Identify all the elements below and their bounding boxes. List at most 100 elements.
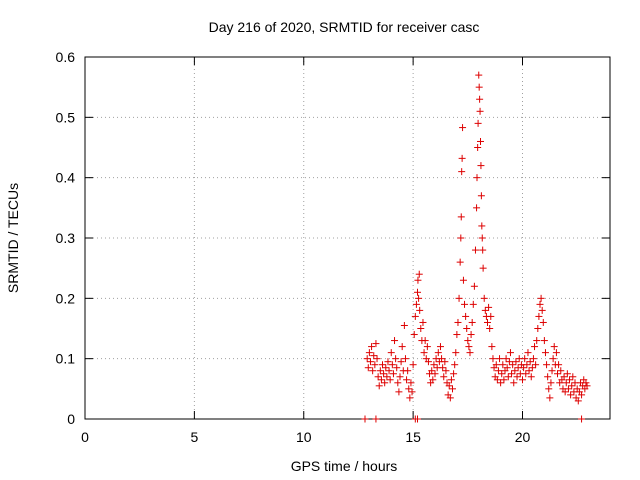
data-point — [552, 349, 560, 357]
data-point — [480, 294, 488, 302]
data-point — [440, 373, 448, 381]
data-point — [439, 364, 447, 372]
data-point — [395, 388, 403, 396]
data-point — [449, 385, 456, 393]
data-point — [409, 361, 417, 369]
data-point — [560, 373, 568, 381]
data-point — [415, 294, 423, 302]
data-point — [365, 349, 373, 357]
data-point — [438, 355, 446, 363]
data-point — [459, 124, 467, 132]
data-point — [428, 367, 436, 375]
data-point — [520, 364, 528, 372]
data-point — [453, 331, 461, 339]
y-tick-label: 0.4 — [56, 170, 76, 186]
data-point — [361, 415, 369, 423]
data-point — [446, 394, 454, 402]
data-point — [554, 370, 561, 378]
data-point — [373, 355, 381, 363]
data-point — [529, 355, 537, 363]
data-point — [421, 337, 429, 345]
data-point — [484, 318, 491, 326]
data-point — [458, 168, 466, 176]
data-point — [416, 306, 424, 314]
data-point — [461, 300, 469, 308]
data-point — [477, 192, 485, 200]
data-points — [361, 71, 591, 423]
data-point — [489, 355, 497, 363]
data-point — [541, 349, 549, 357]
data-point — [499, 361, 507, 369]
data-point — [374, 373, 382, 381]
data-point — [454, 318, 462, 326]
y-axis-title: SRMTID / TECUs — [5, 183, 21, 293]
x-tick-label: 0 — [81, 429, 89, 445]
data-point — [467, 331, 475, 339]
x-axis-title: GPS time / hours — [291, 458, 398, 474]
y-tick-label: 0.2 — [56, 290, 76, 306]
data-point — [397, 358, 405, 366]
data-point — [419, 318, 427, 326]
data-point — [392, 355, 400, 363]
data-point — [511, 367, 519, 375]
data-point — [524, 349, 532, 357]
data-point — [372, 415, 380, 423]
data-point — [497, 379, 505, 387]
data-point — [545, 385, 553, 393]
data-point — [414, 415, 421, 423]
data-point — [417, 325, 425, 332]
data-point — [478, 234, 486, 242]
data-point — [412, 300, 420, 308]
data-point — [578, 391, 586, 399]
data-point — [567, 391, 575, 399]
data-point — [547, 379, 555, 387]
data-point — [471, 246, 479, 254]
data-point — [544, 373, 552, 381]
data-point — [407, 379, 415, 387]
data-point — [539, 318, 547, 326]
data-point — [384, 358, 392, 366]
data-point — [465, 343, 473, 351]
data-point — [538, 306, 546, 314]
data-point — [403, 376, 411, 384]
data-point — [487, 312, 495, 320]
data-point — [563, 370, 571, 378]
data-point — [458, 154, 466, 162]
data-point — [456, 258, 464, 266]
data-point — [431, 370, 439, 378]
data-point — [509, 361, 517, 369]
data-point — [549, 355, 557, 363]
data-point — [561, 388, 569, 396]
data-point — [543, 361, 551, 369]
data-point — [398, 343, 406, 351]
data-point — [414, 276, 422, 284]
data-point — [462, 312, 470, 320]
data-point — [383, 373, 391, 381]
data-point — [410, 331, 418, 339]
data-point — [388, 361, 396, 369]
data-point — [396, 373, 404, 381]
y-tick-label: 0.5 — [56, 109, 76, 125]
x-tick-label: 15 — [405, 429, 421, 445]
data-point — [504, 373, 512, 381]
data-point — [380, 370, 388, 378]
data-point — [486, 325, 494, 332]
y-tick-label: 0 — [67, 411, 75, 427]
data-point — [372, 340, 380, 348]
data-point — [493, 376, 501, 384]
axis-ticks: 0 0.1 0.2 0.3 0.4 0.5 0.6 0 5 10 15 20 — [56, 49, 610, 445]
data-point — [479, 264, 487, 272]
data-point — [466, 349, 474, 357]
data-point — [528, 364, 536, 372]
data-point — [476, 95, 484, 103]
data-point — [478, 222, 486, 230]
data-point — [540, 337, 548, 345]
data-point — [376, 367, 384, 375]
data-point — [368, 343, 376, 351]
data-point — [566, 376, 574, 384]
data-point — [369, 367, 377, 375]
data-point — [375, 382, 383, 390]
data-point — [582, 379, 590, 387]
data-point — [508, 370, 516, 378]
